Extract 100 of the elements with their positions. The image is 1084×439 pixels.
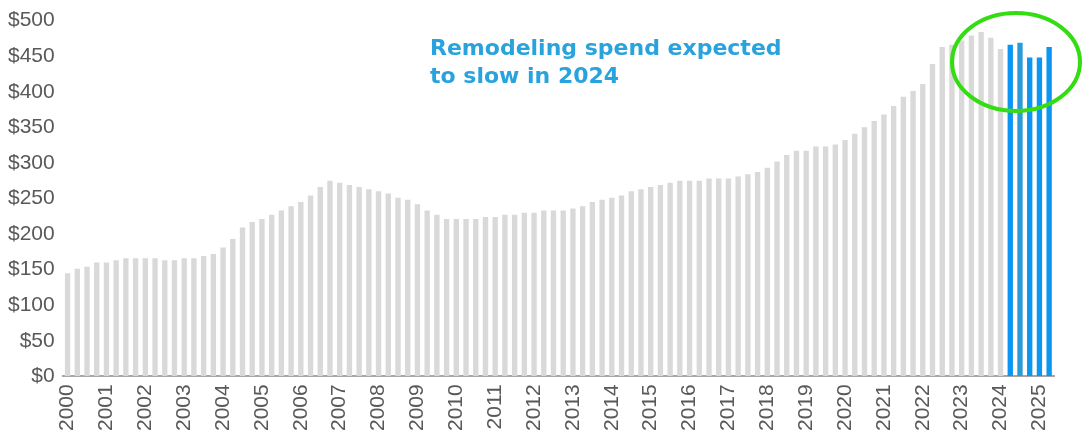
bar	[200, 256, 207, 377]
bar	[832, 144, 839, 377]
bar	[327, 180, 333, 377]
bar	[64, 273, 71, 377]
bar	[385, 193, 391, 377]
bar	[813, 146, 819, 377]
bar	[531, 212, 537, 377]
x-tick-label: 2001	[93, 384, 117, 431]
x-tick-label: 2013	[559, 384, 583, 431]
bar	[482, 216, 489, 377]
bar	[716, 178, 722, 377]
bar	[123, 258, 129, 377]
bar	[618, 195, 625, 377]
bar	[541, 210, 547, 377]
bar	[939, 46, 945, 377]
bar	[648, 187, 654, 377]
y-tick-label: $250	[8, 185, 55, 209]
bar	[337, 182, 343, 377]
x-tick-label: 2018	[754, 384, 778, 431]
bar	[492, 216, 498, 377]
bar	[511, 214, 518, 377]
bar	[84, 266, 90, 377]
bar	[239, 227, 246, 377]
bar	[570, 208, 576, 377]
bar	[103, 262, 110, 377]
bar	[249, 221, 255, 377]
x-tick-label: 2015	[637, 384, 661, 431]
bar	[162, 260, 168, 377]
x-tick-label: 2009	[404, 384, 428, 431]
bar	[599, 199, 605, 377]
bar	[968, 35, 975, 377]
bar	[988, 37, 994, 377]
x-tick-label: 2006	[287, 384, 311, 431]
bar	[346, 184, 353, 377]
bar	[793, 150, 800, 377]
bar	[405, 199, 411, 377]
x-tick-label: 2016	[676, 384, 700, 431]
bar	[502, 214, 508, 377]
bar	[920, 83, 926, 377]
y-tick-label: $100	[8, 291, 55, 315]
bar	[735, 176, 741, 377]
bar	[268, 214, 275, 377]
bar	[686, 180, 693, 377]
bar	[784, 155, 790, 377]
bar	[142, 258, 148, 377]
y-tick-label: $350	[8, 114, 55, 138]
bar	[1036, 57, 1043, 377]
bar	[890, 105, 897, 377]
x-tick-label: 2011	[481, 384, 505, 430]
bar	[667, 182, 673, 377]
bar	[1027, 57, 1033, 377]
bar	[754, 172, 761, 377]
bar	[638, 189, 644, 377]
bar	[375, 191, 382, 377]
bar	[210, 253, 217, 377]
bar	[317, 187, 323, 377]
bar	[288, 206, 294, 377]
bar	[1046, 46, 1052, 377]
x-tick-label: 2014	[598, 383, 622, 431]
y-tick-label: $200	[8, 220, 55, 244]
bar	[307, 195, 314, 377]
bar	[929, 63, 936, 377]
bar	[220, 247, 226, 377]
bar	[881, 114, 887, 377]
bar	[473, 219, 479, 377]
bar	[434, 214, 440, 377]
bar	[414, 204, 421, 377]
bar	[949, 44, 955, 377]
y-tick-label: $150	[8, 256, 55, 280]
bar	[706, 178, 712, 377]
bar	[1017, 42, 1023, 377]
bar	[366, 189, 372, 377]
x-tick-label: 2017	[715, 384, 739, 431]
bar	[94, 262, 100, 377]
bar	[1007, 44, 1013, 377]
y-tick-label: $400	[8, 78, 55, 102]
bar	[463, 219, 469, 377]
bar	[900, 96, 907, 377]
bar	[725, 178, 732, 377]
bar	[550, 210, 557, 377]
bar	[356, 187, 362, 377]
bar	[774, 161, 780, 377]
bar	[278, 210, 285, 377]
x-tick-label: 2012	[520, 384, 544, 431]
y-tick-label: $0	[31, 363, 55, 387]
bar	[589, 202, 596, 377]
bar	[298, 202, 304, 377]
y-tick-label: $50	[19, 327, 55, 351]
x-tick-label: 2019	[792, 384, 816, 431]
bar	[132, 258, 139, 377]
x-tick-label: 2007	[326, 384, 350, 431]
bar	[852, 133, 858, 377]
bar	[259, 219, 265, 377]
x-tick-label: 2002	[132, 384, 156, 431]
x-tick-label: 2000	[54, 384, 78, 431]
x-tick-label: 2021	[870, 384, 894, 431]
bar	[628, 191, 634, 377]
bar	[181, 258, 187, 377]
bar	[861, 127, 868, 377]
bar	[910, 91, 916, 377]
